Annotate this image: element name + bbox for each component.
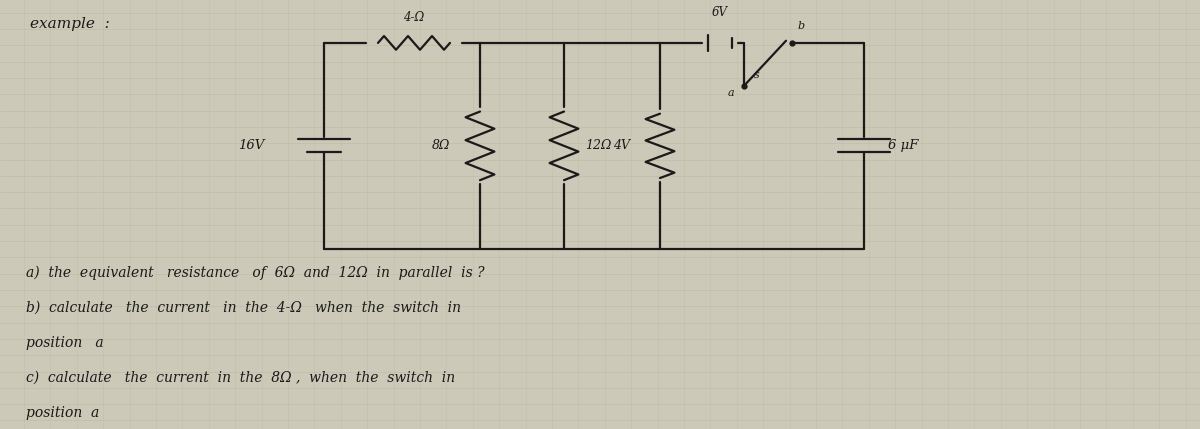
Text: a: a	[727, 88, 734, 98]
Text: 4V: 4V	[613, 139, 630, 152]
Text: position  a: position a	[26, 406, 100, 420]
Text: 6 μF: 6 μF	[888, 139, 918, 152]
Text: 4-Ω: 4-Ω	[403, 11, 425, 24]
Text: c)  calculate   the  current  in  the  8Ω ,  when  the  switch  in: c) calculate the current in the 8Ω , whe…	[26, 371, 456, 385]
Text: position   a: position a	[26, 336, 104, 350]
Text: b: b	[798, 21, 805, 31]
Text: a)  the  equivalent   resistance   of  6Ω  and  12Ω  in  parallel  is ?: a) the equivalent resistance of 6Ω and 1…	[26, 265, 485, 280]
Text: 16V: 16V	[238, 139, 264, 152]
Text: example  :: example :	[30, 17, 109, 30]
Text: b)  calculate   the  current   in  the  4-Ω   when  the  switch  in: b) calculate the current in the 4-Ω when…	[26, 301, 461, 314]
Text: 8Ω: 8Ω	[432, 139, 450, 152]
Text: s: s	[754, 70, 760, 80]
Text: 12Ω: 12Ω	[586, 139, 612, 152]
Text: 6V: 6V	[712, 6, 728, 19]
